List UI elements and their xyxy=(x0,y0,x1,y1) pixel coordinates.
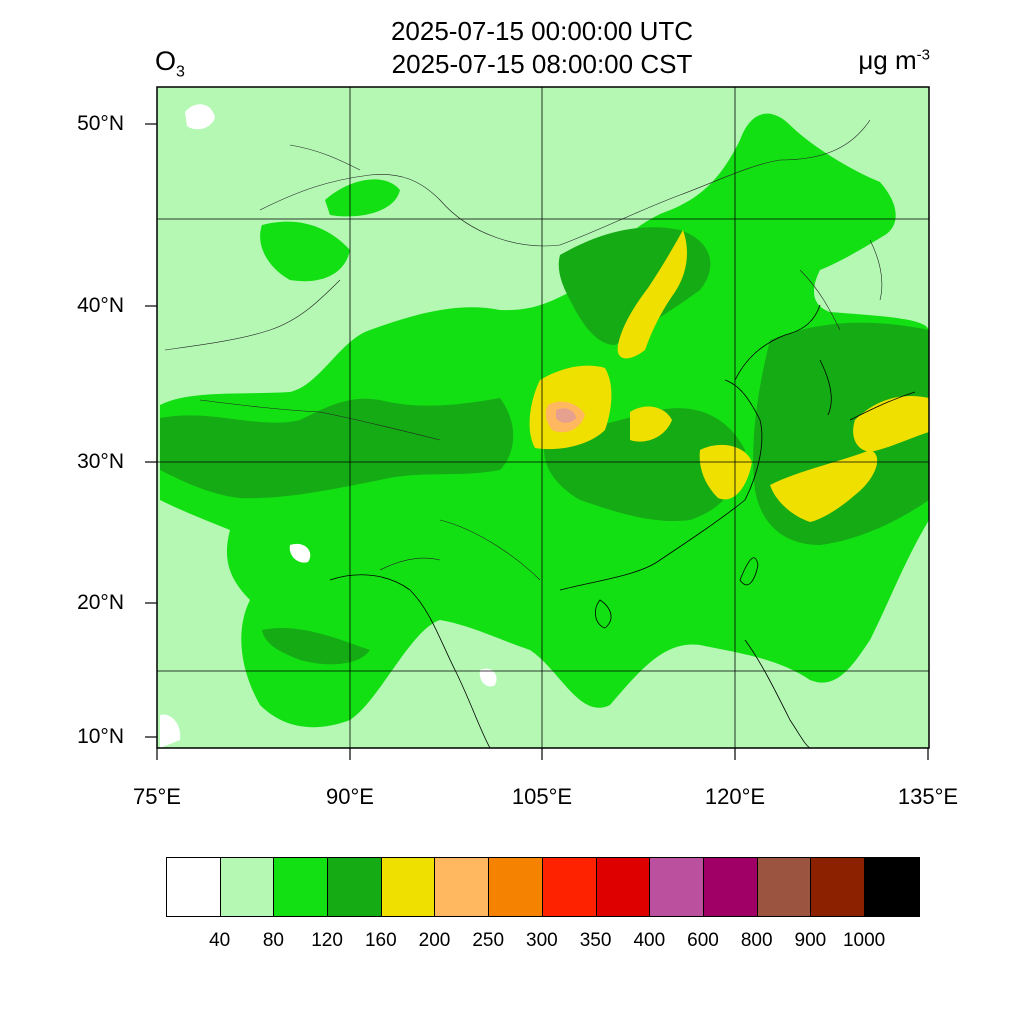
units-exponent: -3 xyxy=(916,46,930,64)
white-spot-south xyxy=(479,668,497,687)
lon-label-120e: 120°E xyxy=(704,784,766,809)
colorbar-label-4: 200 xyxy=(418,930,451,951)
units-label: μg m-3 xyxy=(858,45,930,76)
species-subscript: 3 xyxy=(176,63,185,81)
pink-area-sichuan xyxy=(556,408,576,423)
green-region-northwest xyxy=(325,179,400,217)
colorbar-label-10: 800 xyxy=(740,930,773,951)
dark-green-band-south xyxy=(262,628,370,665)
colorbar-label-0: 40 xyxy=(209,930,231,951)
map-field xyxy=(157,87,929,748)
lon-label-135e: 135°E xyxy=(897,784,959,809)
colorbar-box-1 xyxy=(220,858,275,916)
colorbar-label-7: 350 xyxy=(579,930,612,951)
colorbar-box-12 xyxy=(811,858,865,916)
white-spot-bay xyxy=(289,543,311,563)
colorbar-label-8: 400 xyxy=(633,930,666,951)
plot-frame xyxy=(156,86,930,749)
graticule xyxy=(157,87,929,748)
colorbar-box-4 xyxy=(381,858,436,916)
species-base: O xyxy=(155,46,177,76)
colorbar-label-3: 160 xyxy=(364,930,397,951)
colorbar-label-11: 900 xyxy=(794,930,827,951)
dark-green-band-west xyxy=(160,398,514,499)
title-cst: 2025-07-15 08:00:00 CST xyxy=(391,49,693,79)
colorbar-label-12: 1000 xyxy=(842,930,886,951)
colorbar-box-7 xyxy=(542,858,597,916)
coastlines xyxy=(329,304,916,748)
lat-label-30n: 30°N xyxy=(77,450,124,473)
colorbar-label-6: 300 xyxy=(526,930,558,951)
lat-label-20n: 20°N xyxy=(77,591,124,614)
lon-label-90e: 90°E xyxy=(326,784,374,809)
colorbar-box-3 xyxy=(328,858,382,916)
units-base: μg m xyxy=(858,45,917,75)
colorbar-box-13 xyxy=(864,858,919,916)
lon-label-75e: 75°E xyxy=(133,784,181,809)
yellow-area-yangtze xyxy=(699,444,752,500)
green-region-west xyxy=(260,221,350,282)
colorbar-box-0 xyxy=(167,858,221,916)
colorbar-box-5 xyxy=(435,858,490,916)
white-spot-southwest xyxy=(160,714,181,748)
lat-label-10n: 10°N xyxy=(77,725,124,748)
yellow-area-north-streak xyxy=(617,230,687,359)
species-label: O3 xyxy=(155,46,185,81)
title-utc: 2025-07-15 00:00:00 UTC xyxy=(390,16,694,46)
colorbar-label-1: 80 xyxy=(262,930,284,951)
lon-label-105e: 105°E xyxy=(511,784,573,809)
colorbar-label-2: 120 xyxy=(311,930,343,951)
colorbar-box-11 xyxy=(757,858,812,916)
yellow-area-japan xyxy=(853,396,929,452)
axis-ticks xyxy=(145,123,929,760)
colorbar-box-6 xyxy=(489,858,543,916)
country-borders xyxy=(164,119,883,581)
lat-label-40n: 40°N xyxy=(77,294,124,317)
colorbar-label-9: 600 xyxy=(687,930,719,951)
colorbar-box-2 xyxy=(274,858,329,916)
colorbar xyxy=(166,857,920,917)
colorbar-label-5: 250 xyxy=(472,930,505,951)
colorbar-box-10 xyxy=(703,858,758,916)
yellow-area-sea xyxy=(770,450,878,522)
colorbar-box-9 xyxy=(650,858,704,916)
yellow-area-central xyxy=(630,406,672,442)
lat-label-50n: 50°N xyxy=(77,112,124,135)
colorbar-box-8 xyxy=(596,858,651,916)
white-spot-north xyxy=(185,104,215,130)
